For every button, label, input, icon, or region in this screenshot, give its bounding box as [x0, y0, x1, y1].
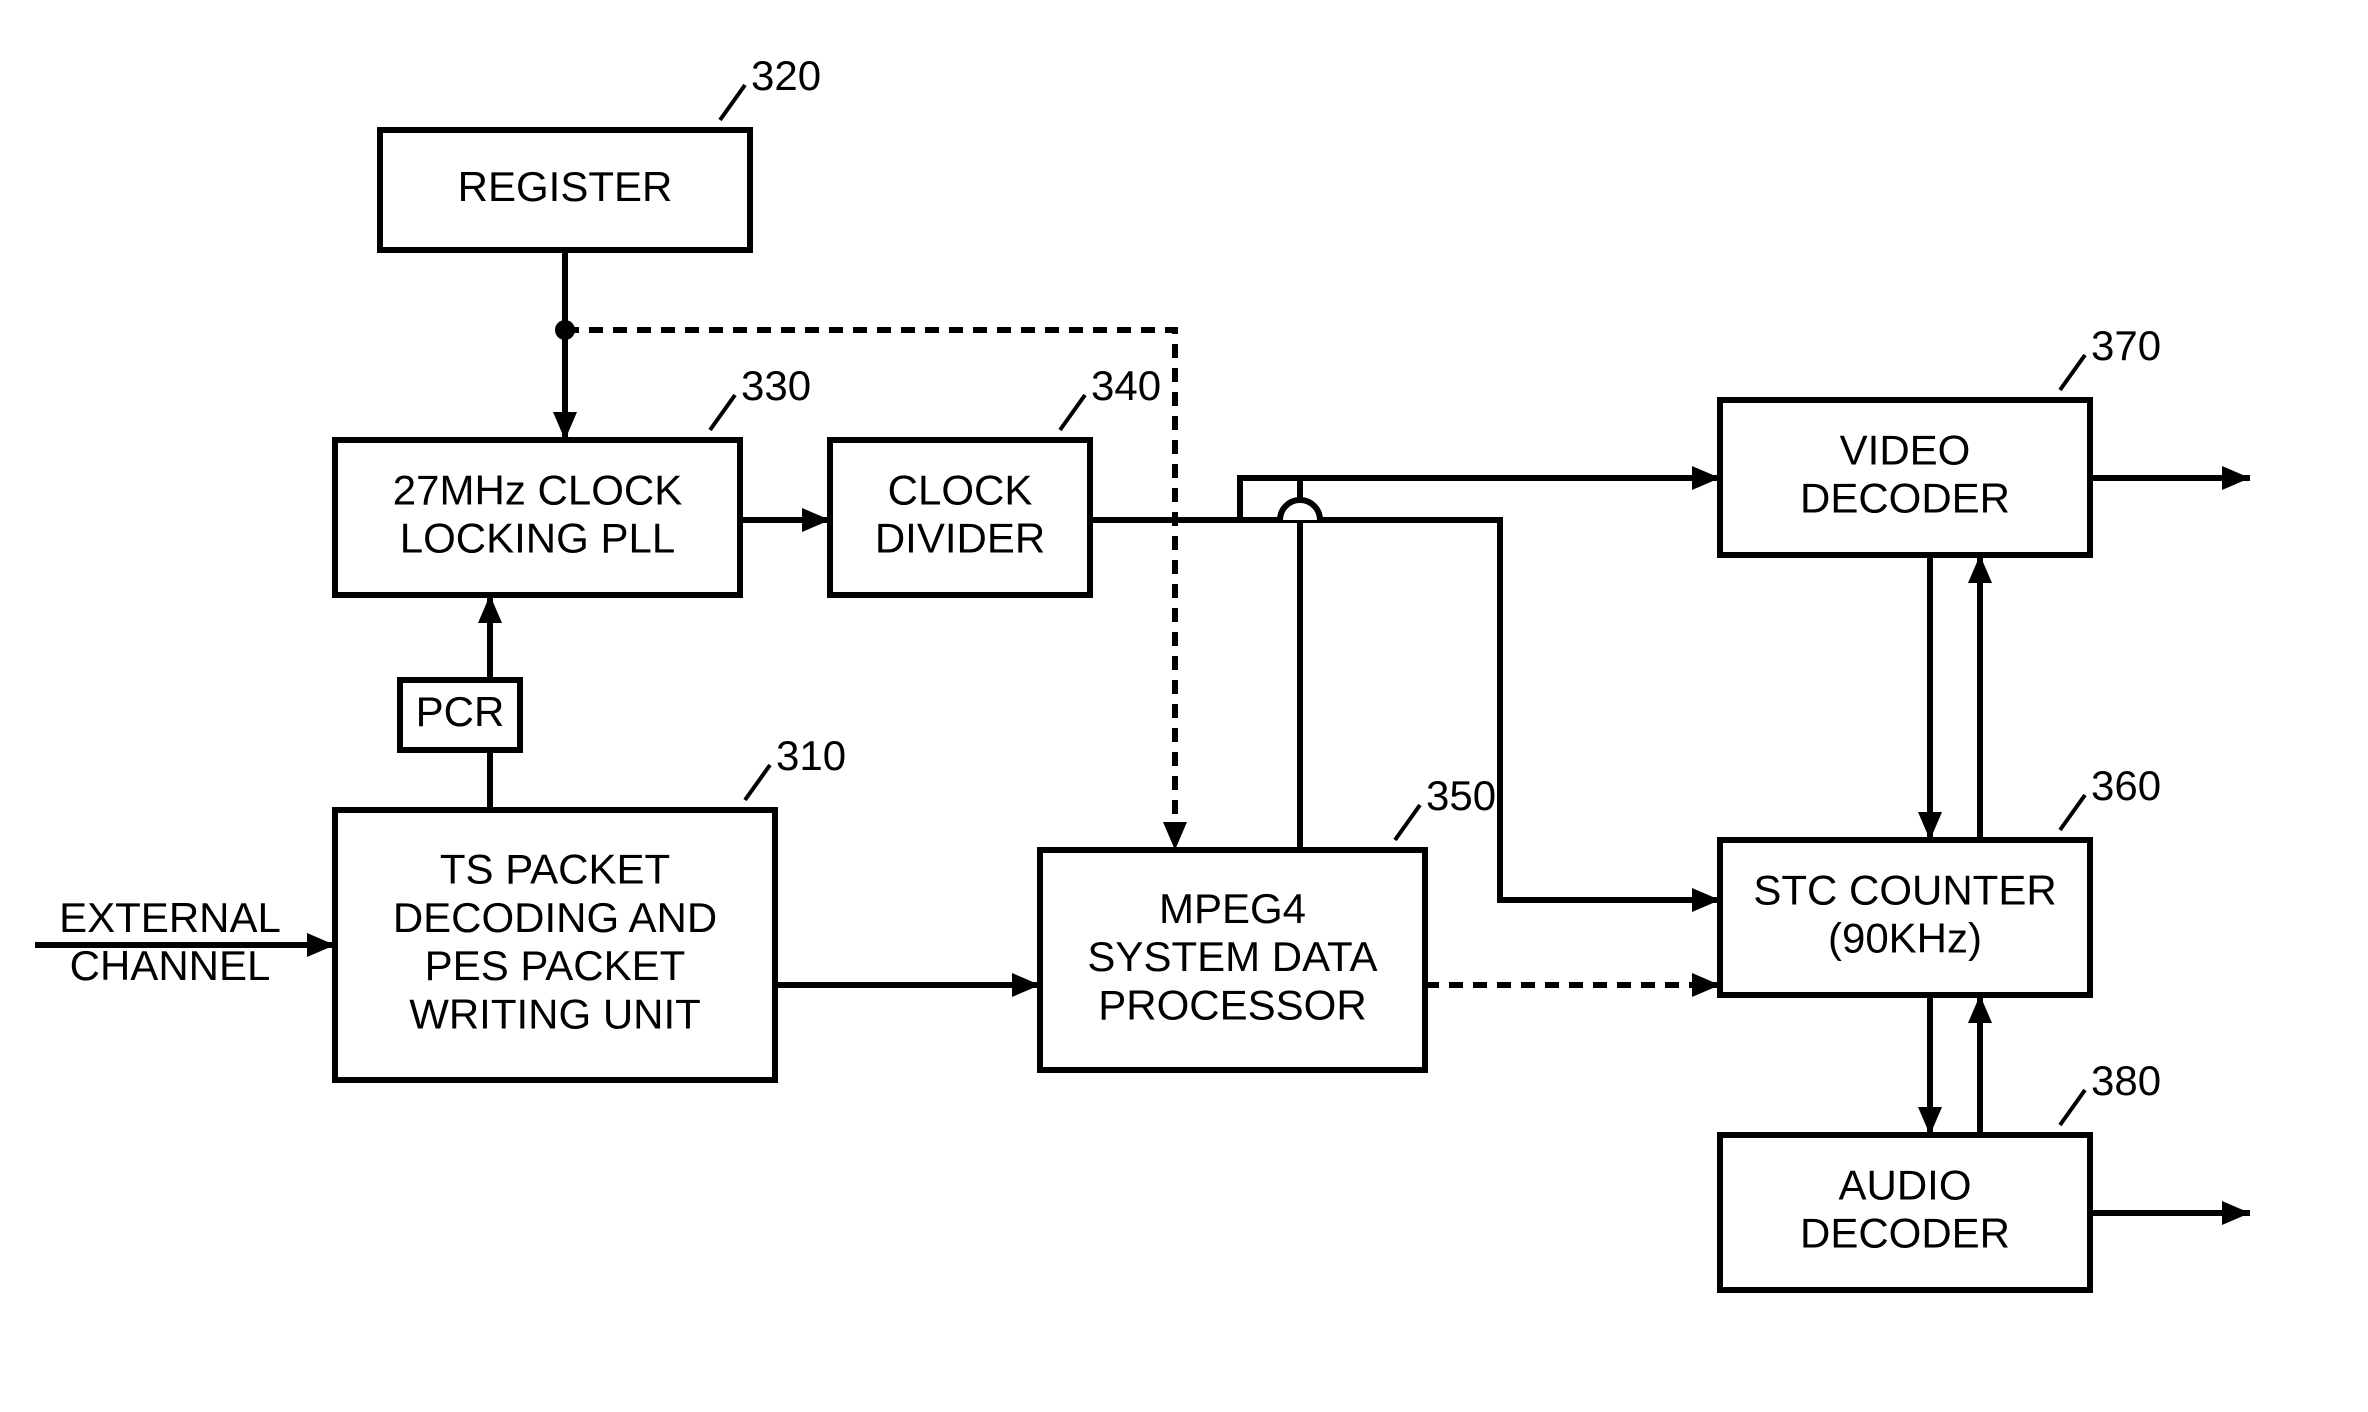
box-ts: TS PACKETDECODING ANDPES PACKETWRITING U… [335, 732, 846, 1080]
box-stc-label: STC COUNTER [1753, 866, 2056, 913]
box-mpeg4: MPEG4SYSTEM DATAPROCESSOR 350 [1040, 772, 1496, 1070]
box-video-label: VIDEO [1840, 426, 1971, 473]
crossover-jump [1280, 500, 1320, 520]
box-pll: 27MHz CLOCKLOCKING PLL 330 [335, 362, 811, 595]
external-channel-label: EXTERNAL [59, 894, 281, 941]
box-audio-ref: 380 [2091, 1057, 2161, 1104]
divider-to-stc [1240, 520, 1720, 900]
box-stc: STC COUNTER(90KHz) 360 [1720, 762, 2161, 995]
box-pll-label: LOCKING PLL [400, 515, 675, 562]
box-audio-label: DECODER [1800, 1210, 2010, 1257]
divider-to-video [1090, 478, 1720, 520]
box-ts-label: PES PACKET [425, 942, 686, 989]
box-ts-label: DECODING AND [393, 894, 717, 941]
box-mpeg4-label: SYSTEM DATA [1087, 933, 1377, 980]
box-pll-label: 27MHz CLOCK [393, 466, 682, 513]
box-divider-ref: 340 [1091, 362, 1161, 409]
box-mpeg4-label: PROCESSOR [1098, 981, 1366, 1028]
box-pll-ref: 330 [741, 362, 811, 409]
box-register-ref: 320 [751, 52, 821, 99]
box-video: VIDEODECODER 370 [1720, 322, 2161, 555]
box-ts-label: TS PACKET [440, 846, 670, 893]
external-channel-label: CHANNEL [70, 942, 271, 989]
box-register: REGISTER 320 [380, 52, 821, 250]
box-ts-label: WRITING UNIT [409, 991, 701, 1038]
box-divider-label: CLOCK [888, 466, 1033, 513]
boxes: REGISTER 320 27MHz CLOCKLOCKING PLL 330 CLOC… [335, 52, 2161, 1290]
box-audio: AUDIODECODER 380 [1720, 1057, 2161, 1290]
junction-dot [555, 320, 575, 340]
box-pcr-label: PCR [416, 688, 505, 735]
box-register-label: REGISTER [458, 163, 673, 210]
box-video-ref: 370 [2091, 322, 2161, 369]
box-mpeg4-label: MPEG4 [1159, 885, 1306, 932]
box-ts-ref: 310 [776, 732, 846, 779]
box-audio-label: AUDIO [1838, 1161, 1971, 1208]
box-mpeg4-ref: 350 [1426, 772, 1496, 819]
box-stc-label: (90KHz) [1828, 915, 1982, 962]
box-video-label: DECODER [1800, 475, 2010, 522]
box-divider-label: DIVIDER [875, 515, 1045, 562]
box-stc-ref: 360 [2091, 762, 2161, 809]
box-divider: CLOCKDIVIDER 340 [830, 362, 1161, 595]
box-pcr: PCR [400, 680, 520, 750]
